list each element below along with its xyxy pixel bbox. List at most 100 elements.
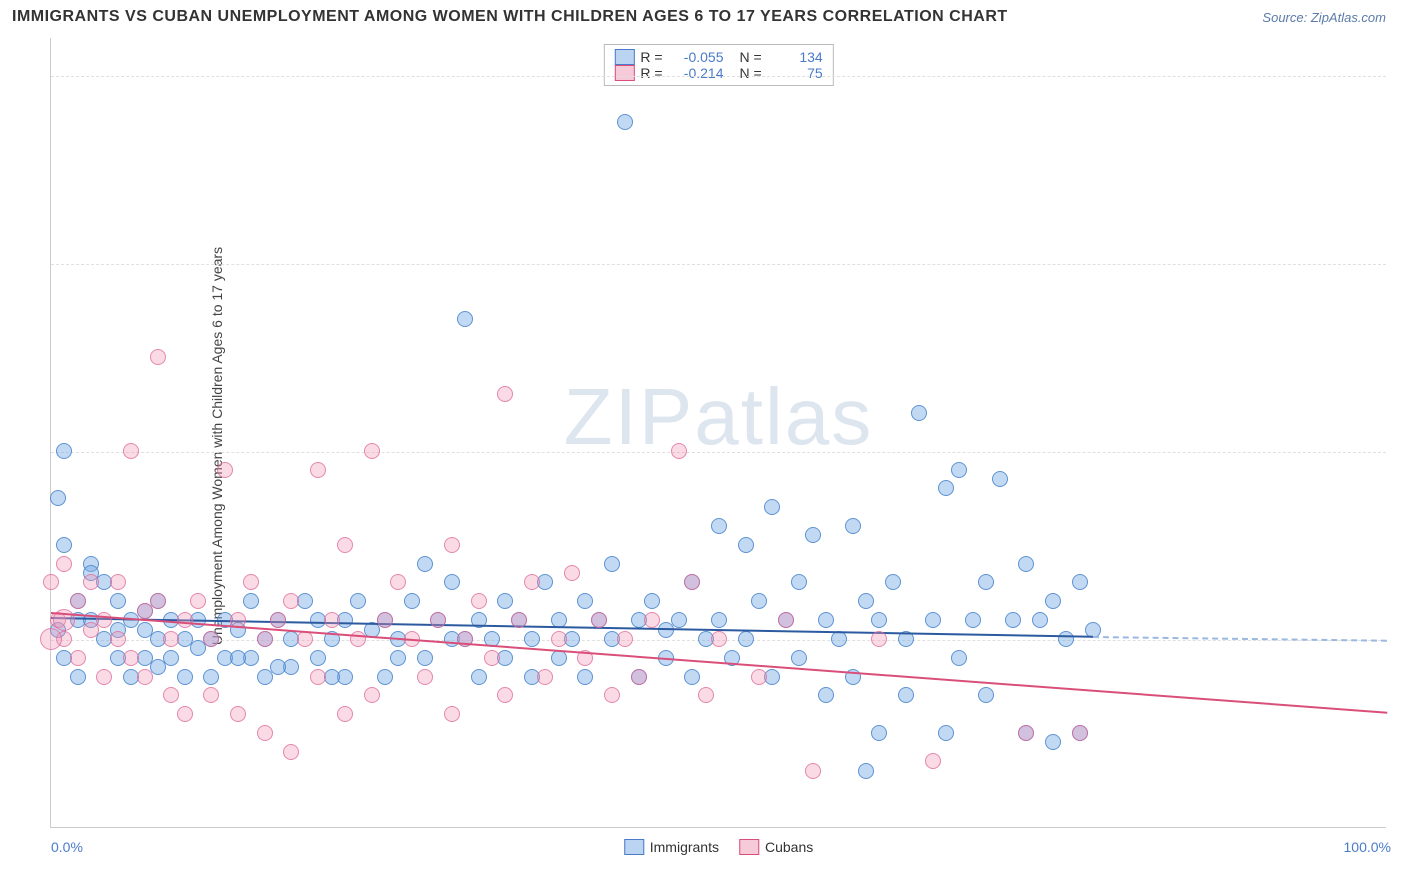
data-point (230, 706, 246, 722)
data-point (992, 471, 1008, 487)
x-tick-label: 100.0% (1344, 839, 1391, 855)
data-point (671, 612, 687, 628)
y-tick-label: 40.0% (1391, 68, 1406, 84)
data-point (177, 612, 193, 628)
data-point (150, 349, 166, 365)
data-point (551, 631, 567, 647)
data-point (617, 114, 633, 130)
data-point (604, 687, 620, 703)
data-point (871, 725, 887, 741)
data-point (524, 574, 540, 590)
data-point (791, 650, 807, 666)
r-label: R = (640, 49, 662, 65)
data-point (818, 687, 834, 703)
n-value: 75 (768, 65, 823, 81)
data-point (751, 669, 767, 685)
data-point (671, 443, 687, 459)
data-point (283, 744, 299, 760)
data-point (50, 490, 66, 506)
legend-swatch (614, 49, 634, 65)
data-point (310, 462, 326, 478)
legend-label: Immigrants (650, 839, 719, 855)
data-point (350, 593, 366, 609)
data-point (230, 650, 246, 666)
data-point (698, 687, 714, 703)
data-point (604, 556, 620, 572)
data-point (497, 687, 513, 703)
data-point (243, 574, 259, 590)
data-point (805, 527, 821, 543)
data-point (310, 669, 326, 685)
r-label: R = (640, 65, 662, 81)
source-label: Source: (1262, 10, 1307, 25)
data-point (350, 631, 366, 647)
data-point (925, 753, 941, 769)
grid-line (51, 452, 1386, 453)
data-point (377, 669, 393, 685)
data-point (871, 631, 887, 647)
data-point (858, 593, 874, 609)
legend-row: R =-0.055N =134 (614, 49, 822, 65)
n-label: N = (740, 65, 762, 81)
data-point (845, 518, 861, 534)
data-point (911, 405, 927, 421)
source-link[interactable]: ZipAtlas.com (1311, 10, 1386, 25)
chart-title: IMMIGRANTS VS CUBAN UNEMPLOYMENT AMONG W… (12, 8, 1008, 26)
data-point (83, 574, 99, 590)
data-point (818, 612, 834, 628)
data-point (110, 574, 126, 590)
legend-swatch (624, 839, 644, 855)
data-point (644, 593, 660, 609)
data-point (524, 631, 540, 647)
data-point (564, 565, 580, 581)
data-point (537, 669, 553, 685)
data-point (978, 574, 994, 590)
data-point (791, 574, 807, 590)
data-point (444, 706, 460, 722)
data-point (257, 725, 273, 741)
data-point (203, 687, 219, 703)
data-point (324, 612, 340, 628)
data-point (243, 593, 259, 609)
data-point (711, 612, 727, 628)
data-point (417, 650, 433, 666)
data-point (644, 612, 660, 628)
data-point (577, 669, 593, 685)
legend-item: Cubans (739, 839, 813, 855)
data-point (1072, 574, 1088, 590)
data-point (858, 763, 874, 779)
plot-area: ZIPatlas R =-0.055N =134R =-0.214N =75 I… (50, 38, 1386, 828)
data-point (177, 669, 193, 685)
data-point (497, 386, 513, 402)
legend-series: Immigrants Cubans (624, 839, 814, 855)
data-point (177, 706, 193, 722)
data-point (123, 443, 139, 459)
data-point (203, 631, 219, 647)
data-point (417, 669, 433, 685)
data-point (203, 669, 219, 685)
r-value: -0.214 (669, 65, 724, 81)
data-point (70, 669, 86, 685)
data-point (257, 631, 273, 647)
legend-swatch (614, 65, 634, 81)
data-point (390, 650, 406, 666)
data-point (337, 537, 353, 553)
data-point (938, 480, 954, 496)
data-point (738, 631, 754, 647)
source-attribution: Source: ZipAtlas.com (1262, 10, 1386, 25)
data-point (40, 628, 62, 650)
data-point (217, 462, 233, 478)
data-point (270, 659, 286, 675)
data-point (404, 593, 420, 609)
legend-correlation: R =-0.055N =134R =-0.214N =75 (603, 44, 833, 86)
data-point (96, 669, 112, 685)
data-point (123, 650, 139, 666)
legend-item: Immigrants (624, 839, 719, 855)
data-point (617, 631, 633, 647)
watermark: ZIPatlas (564, 371, 873, 463)
data-point (377, 612, 393, 628)
y-tick-label: 30.0% (1391, 256, 1406, 272)
data-point (43, 574, 59, 590)
data-point (778, 612, 794, 628)
r-value: -0.055 (669, 49, 724, 65)
